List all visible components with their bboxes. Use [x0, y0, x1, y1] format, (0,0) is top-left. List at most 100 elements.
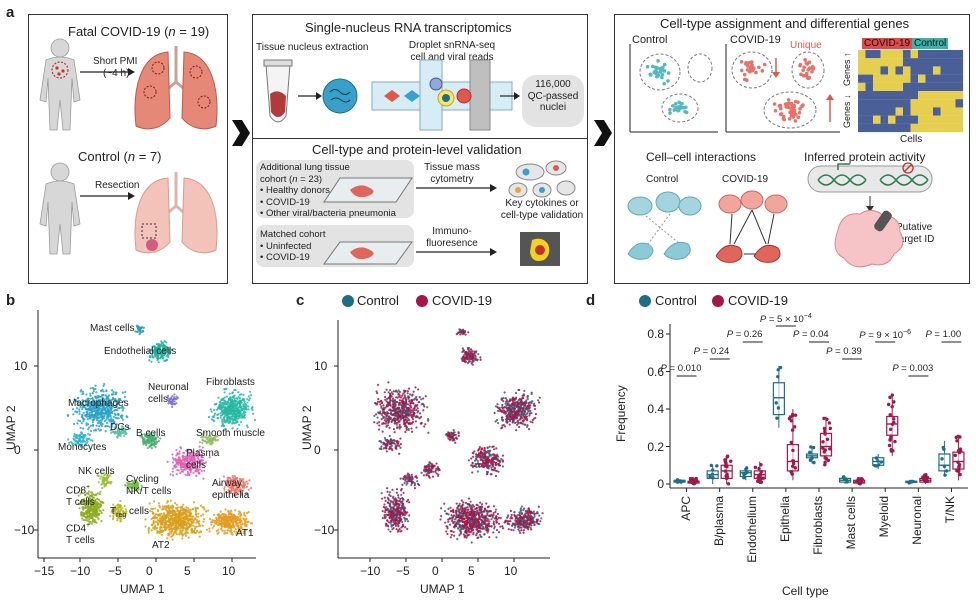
box-covid — [786, 409, 799, 481]
short-pmi-label: Short PMI — [93, 56, 138, 67]
box-control — [772, 365, 785, 428]
umap-b-ytick: 0 — [14, 443, 21, 457]
umap-c-xtick: −10 — [360, 564, 381, 578]
box-covid — [720, 454, 733, 486]
boxplot-pvalue: P = 0.26 — [726, 329, 763, 340]
boxplot-ytick: 0.6 — [647, 364, 664, 379]
covid-lungs — [134, 46, 218, 130]
control-interaction-cells — [627, 191, 702, 260]
putative-label: Putative target ID — [896, 222, 935, 245]
label-plasma: Plasma cells — [186, 448, 220, 471]
label-treg: Treg cells — [110, 506, 150, 519]
umap-c-xtick: 0 — [432, 564, 439, 578]
boxplot-ytick: 0.4 — [647, 402, 664, 416]
box-control — [872, 454, 885, 469]
boxplot-pvalue: P = 0.24 — [693, 346, 730, 357]
box-control — [673, 478, 686, 484]
label-monocytes: Monocytes — [58, 442, 107, 453]
box-covid — [853, 476, 866, 486]
legend-control-dot — [342, 295, 354, 307]
umap-b-xtick: −5 — [108, 564, 122, 578]
boxplot-xlabel: Cell type — [782, 584, 829, 598]
assignment-title: Cell-type assignment and differential ge… — [660, 16, 910, 31]
legend-covid-text: COVID-19 — [432, 293, 492, 308]
umap-b-ytick: 10 — [14, 359, 28, 373]
box-control — [938, 440, 951, 477]
label-at2: AT2 — [152, 540, 170, 551]
umap-b-xtick: −10 — [70, 564, 91, 578]
label-cycling: Cycling NK/T cells — [126, 474, 172, 497]
heatmap — [858, 50, 964, 133]
boxplot-category-label: Epithelia — [777, 496, 792, 543]
patient-box — [28, 14, 228, 284]
umap-b-xtick: 10 — [222, 564, 236, 578]
legend-d-control-text: Control — [655, 293, 697, 308]
label-smooth-muscle: Smooth muscle — [196, 428, 265, 439]
covid-interaction-cells — [715, 190, 788, 263]
boxplot-ylabel: Frequency — [614, 385, 628, 442]
boxplot-pvalue: P = 0.010 — [660, 363, 702, 374]
hm-control-label: Control — [912, 38, 949, 49]
umap-b-xtick: −15 — [34, 564, 55, 578]
legend-d-control-dot — [639, 295, 651, 307]
boxplot-pvalue: P = 1.00 — [925, 329, 962, 340]
boxplot-pvalue: P = 5 × 10−4 — [759, 313, 812, 326]
box-covid — [819, 416, 833, 467]
interactions-control-label: Control — [646, 174, 679, 185]
immuno-label: Immuno-fluoresence — [426, 226, 478, 249]
boxplot-category-label: Fibroblasts — [811, 496, 825, 555]
control-patient-silhouette — [39, 162, 81, 255]
label-neuronal: Neuronal cells — [148, 382, 189, 405]
box-control — [839, 475, 852, 484]
legend-control-text: Control — [357, 293, 399, 308]
methods-box — [252, 14, 588, 284]
resection-label: Resection — [95, 180, 140, 191]
boxplot-pvalue: P = 9 × 10−6 — [859, 329, 912, 342]
big-arrow-2 — [594, 120, 612, 146]
inferred-title: Inferred protein activity — [804, 150, 926, 164]
matched-cohort-text: Matched cohort • Uninfected • COVID-19 — [260, 229, 326, 263]
control-scatter-label: Control — [632, 34, 668, 46]
snrna-title: Single-nucleus RNA transcriptomics — [305, 20, 512, 35]
label-dcs: DCs — [110, 422, 130, 433]
label-mast-cells: Mast cells — [90, 323, 135, 334]
boxplot-category-label: APC — [678, 496, 693, 521]
qc-badge — [522, 75, 584, 127]
boxplot-category-label: T/NK — [943, 496, 958, 524]
additional-cohort-text: Additional lung tissue cohort (n = 23) •… — [260, 162, 396, 219]
box-covid — [952, 434, 965, 481]
label-endothelial: Endothelial cells — [104, 346, 177, 357]
virus-dots-patient — [51, 61, 69, 79]
umap-c-ytick: 0 — [314, 443, 321, 457]
label-cd8: CD8+ T cells — [66, 484, 95, 508]
label-bcells: B cells — [136, 428, 166, 439]
umap-c-xlabel: UMAP 1 — [420, 582, 465, 596]
analysis-box — [614, 14, 970, 284]
pmi-value-label: (~4 h) — [103, 68, 130, 79]
umap-c-ytick: −10 — [314, 523, 335, 537]
boxplot-category-label: Mast cells — [844, 496, 859, 550]
panel-b-letter: b — [6, 292, 16, 309]
umap-b-xlabel: UMAP 1 — [120, 582, 165, 596]
umap-c-xtick: −5 — [396, 564, 410, 578]
mass-cytometry-label: Tissue mass cytometry — [424, 162, 480, 185]
panel-d-letter: d — [586, 292, 596, 309]
key-cytokines-label: Key cytokines or cell-type validation — [500, 198, 584, 221]
legend-d-covid-text: COVID-19 — [728, 293, 788, 308]
validation-title: Cell-type and protein-level validation — [312, 142, 522, 157]
panel-c-letter: c — [296, 292, 305, 309]
boxplot-category-label: Myeloid — [877, 496, 892, 538]
box-covid — [687, 476, 700, 486]
box-control — [805, 445, 819, 465]
boxplot-category-label: Neuronal — [910, 496, 925, 545]
boxplot-ytick: 0.2 — [647, 439, 664, 454]
boxplot-category-label: B/plasma — [711, 496, 726, 547]
boxplot-pvalue: P = 0.39 — [826, 346, 862, 357]
label-nk: NK cells — [78, 466, 115, 477]
umap-b-xtick: 5 — [184, 564, 191, 578]
